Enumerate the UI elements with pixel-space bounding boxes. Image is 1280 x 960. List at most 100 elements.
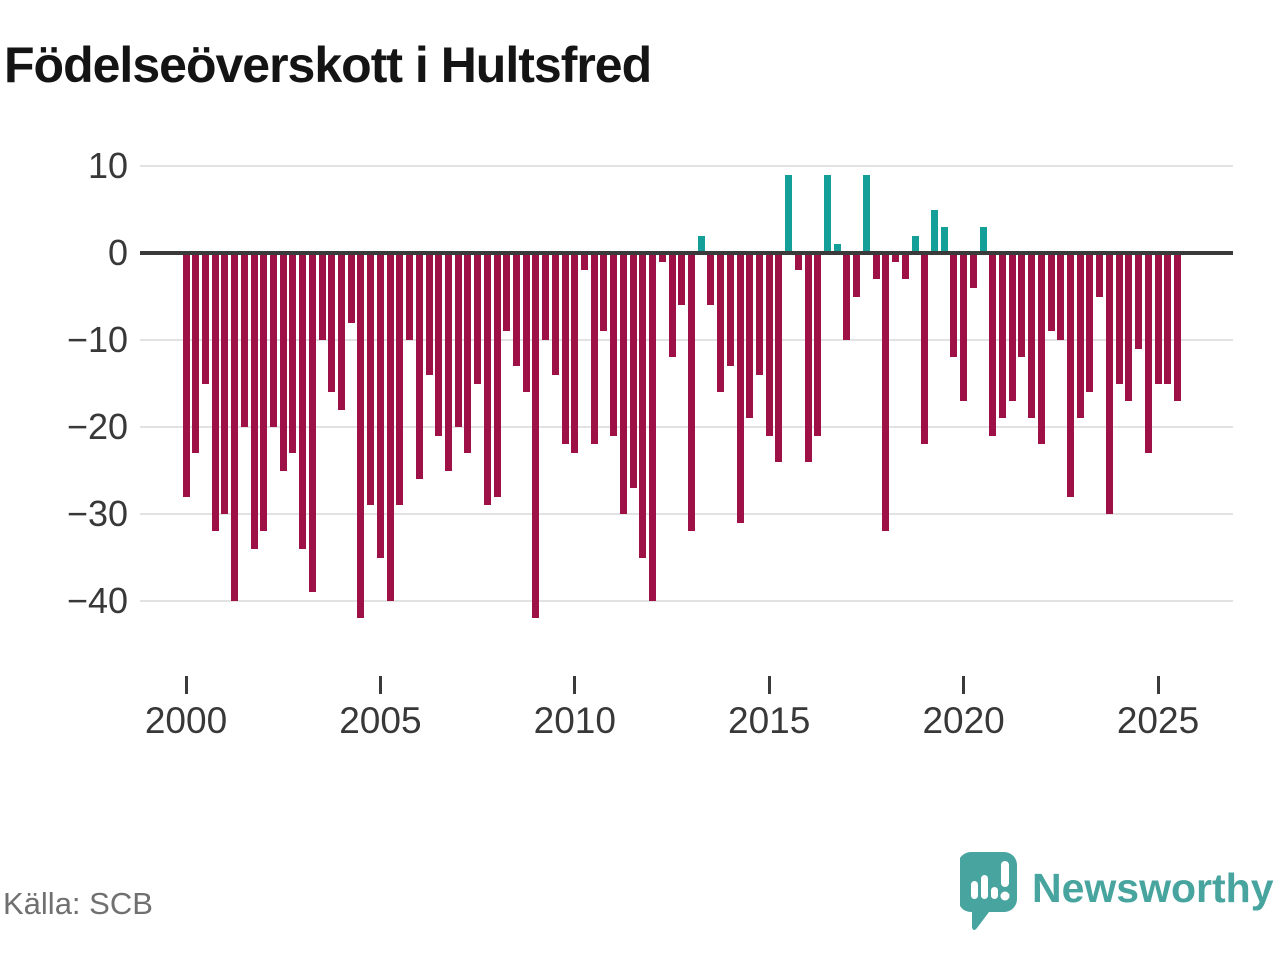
bar-2014-Q2 <box>736 253 744 523</box>
bar-2018-Q2 <box>892 253 900 262</box>
bar-2002-Q2 <box>269 253 277 427</box>
y-axis-label: −20 <box>66 406 128 447</box>
newsworthy-wordmark: Newsworthy <box>1032 865 1274 911</box>
bar-2024-Q2 <box>1125 253 1133 401</box>
bar-2011-Q2 <box>619 253 627 514</box>
bar-2000-Q4 <box>211 253 219 532</box>
x-tick-2005 <box>378 676 382 694</box>
bar-2024-Q3 <box>1135 253 1143 349</box>
bar-2005-Q3 <box>396 253 404 506</box>
bar-2015-Q3 <box>785 174 793 253</box>
bar-2006-Q4 <box>444 253 452 471</box>
bar-2007-Q4 <box>483 253 491 506</box>
bar-2012-Q3 <box>668 253 676 358</box>
bar-2025-Q3 <box>1173 253 1181 401</box>
y-axis-label: −10 <box>66 319 128 360</box>
bar-2011-Q4 <box>639 253 647 558</box>
bar-2017-Q4 <box>872 253 880 280</box>
x-tick-2020 <box>962 676 966 694</box>
x-tick-2015 <box>767 676 771 694</box>
bar-2012-Q4 <box>678 253 686 306</box>
bar-2019-Q3 <box>940 226 948 253</box>
bar-2004-Q4 <box>367 253 375 506</box>
bar-2022-Q2 <box>1047 253 1055 332</box>
bar-2015-Q1 <box>765 253 773 436</box>
bar-2002-Q1 <box>260 253 268 532</box>
bar-2010-Q1 <box>571 253 579 454</box>
bar-2020-Q2 <box>969 253 977 288</box>
bar-2007-Q2 <box>464 253 472 454</box>
bar-2010-Q4 <box>600 253 608 332</box>
bar-2010-Q2 <box>581 253 589 271</box>
bar-2005-Q1 <box>376 253 384 558</box>
x-axis-label: 2015 <box>728 700 811 741</box>
x-axis-label: 2000 <box>144 700 228 741</box>
bar-2001-Q4 <box>250 253 258 549</box>
bar-2004-Q1 <box>338 253 346 410</box>
bar-2000-Q3 <box>201 253 209 384</box>
bar-2018-Q4 <box>911 235 919 253</box>
bar-2014-Q1 <box>726 253 734 367</box>
gridline-y-10 <box>140 165 1233 167</box>
bar-2004-Q3 <box>357 253 365 619</box>
gridline-y--20 <box>140 426 1233 428</box>
bar-2002-Q3 <box>279 253 287 471</box>
bar-2007-Q1 <box>454 253 462 427</box>
x-tick-2000 <box>184 676 188 694</box>
x-tick-2010 <box>573 676 577 694</box>
chart-title: Födelseöverskott i Hultsfred <box>4 37 652 93</box>
y-axis-label: 0 <box>107 232 128 273</box>
bar-2012-Q1 <box>649 253 657 601</box>
source-label: Källa: SCB <box>3 886 153 921</box>
bar-2024-Q1 <box>1115 253 1123 384</box>
bar-2008-Q1 <box>493 253 501 497</box>
bar-2020-Q3 <box>979 226 987 253</box>
y-axis-label: −40 <box>66 580 128 621</box>
bar-2022-Q4 <box>1067 253 1075 497</box>
newsworthy-logo: Newsworthy <box>960 849 1274 935</box>
bar-2025-Q1 <box>1154 253 1162 384</box>
gridline-y--40 <box>140 600 1233 602</box>
bar-2016-Q2 <box>814 253 822 436</box>
bar-2008-Q4 <box>522 253 530 393</box>
bar-2010-Q3 <box>590 253 598 445</box>
bar-2020-Q1 <box>960 253 968 401</box>
bar-2020-Q4 <box>989 253 997 436</box>
bar-2021-Q2 <box>1008 253 1016 401</box>
bar-2021-Q4 <box>1028 253 1036 419</box>
x-tick-2025 <box>1156 676 1160 694</box>
bar-2004-Q2 <box>347 253 355 323</box>
bar-2013-Q1 <box>687 253 695 532</box>
bar-2003-Q2 <box>308 253 316 593</box>
bar-2007-Q3 <box>474 253 482 384</box>
bar-2003-Q3 <box>318 253 326 340</box>
bar-2016-Q1 <box>804 253 812 462</box>
bar-2023-Q1 <box>1076 253 1084 419</box>
bar-2025-Q2 <box>1164 253 1172 384</box>
bar-2000-Q1 <box>182 253 190 497</box>
bar-2005-Q4 <box>406 253 414 340</box>
bar-2016-Q4 <box>833 244 841 253</box>
bar-2019-Q1 <box>921 253 929 445</box>
bar-2001-Q1 <box>221 253 229 514</box>
bar-2001-Q3 <box>240 253 248 427</box>
bar-2015-Q2 <box>775 253 783 462</box>
bar-2019-Q4 <box>950 253 958 358</box>
gridline-y--10 <box>140 339 1233 341</box>
bar-2022-Q1 <box>1037 253 1045 445</box>
bar-2017-Q3 <box>862 174 870 253</box>
bar-2013-Q3 <box>707 253 715 306</box>
bar-2018-Q3 <box>901 253 909 280</box>
zero-axis-line <box>140 251 1233 255</box>
bar-2009-Q3 <box>551 253 559 375</box>
gridline-y--30 <box>140 513 1233 515</box>
bar-2017-Q1 <box>843 253 851 340</box>
bar-2011-Q1 <box>610 253 618 436</box>
bar-2013-Q2 <box>697 235 705 253</box>
bar-2003-Q1 <box>299 253 307 549</box>
bar-2002-Q4 <box>289 253 297 454</box>
x-axis-label: 2025 <box>1116 700 1200 741</box>
bar-2006-Q3 <box>435 253 443 436</box>
bar-2009-Q4 <box>561 253 569 445</box>
bar-2021-Q3 <box>1018 253 1026 358</box>
